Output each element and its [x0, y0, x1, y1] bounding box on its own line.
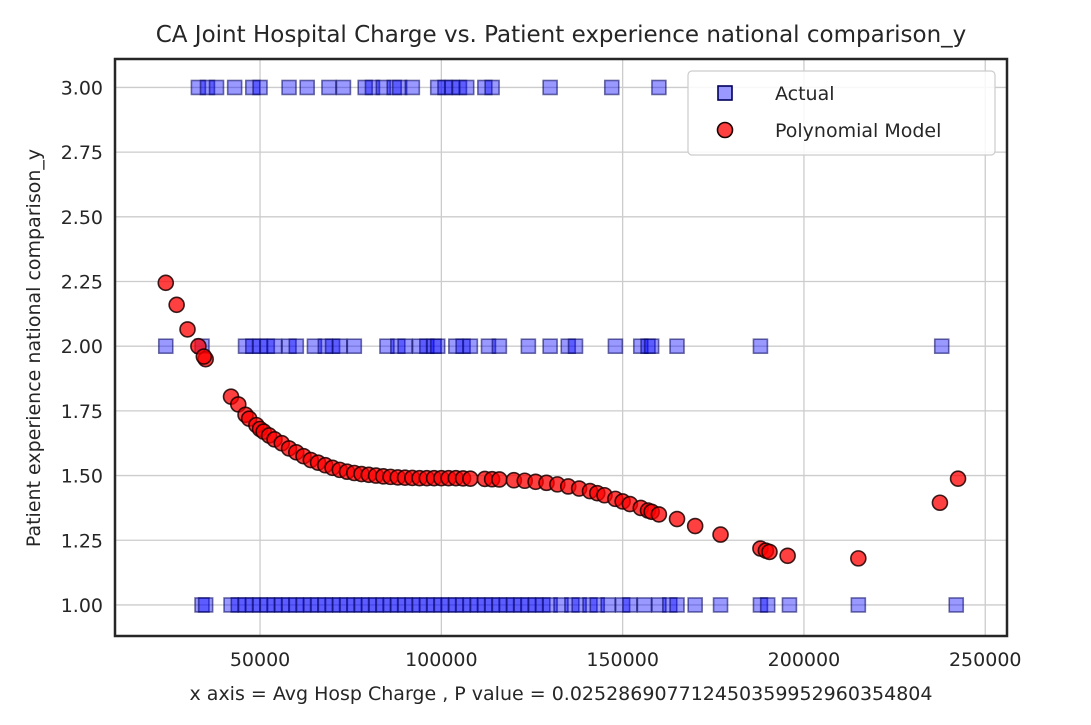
actual-point — [603, 79, 620, 96]
actual-point — [933, 338, 950, 355]
legend: Actual Polynomial Model — [687, 70, 996, 156]
actual-series — [157, 79, 965, 613]
x-tick-label: 250000 — [949, 649, 1022, 671]
legend-box — [687, 70, 996, 156]
actual-point — [266, 338, 283, 355]
actual-point — [226, 79, 243, 96]
y-tick-label: 1.75 — [61, 401, 103, 423]
model-point — [668, 510, 686, 528]
model-point — [168, 296, 185, 314]
y-axis-label: Patient experience national comparison_y — [23, 149, 45, 547]
actual-point — [197, 597, 214, 613]
actual-point — [669, 597, 685, 613]
actual-point — [600, 597, 616, 613]
x-axis-ticks: 50000 100000 150000 200000 250000 — [230, 649, 1022, 671]
actual-point — [404, 79, 421, 96]
model-point — [157, 274, 175, 292]
x-axis-label: x axis = Avg Hosp Charge , P value = 0.0… — [190, 683, 933, 705]
model-point — [761, 543, 778, 561]
model-point — [179, 321, 196, 338]
legend-actual-marker — [717, 85, 733, 101]
actual-point — [321, 79, 337, 96]
actual-point — [636, 597, 653, 613]
actual-point — [622, 597, 638, 613]
model-point — [931, 494, 949, 512]
actual-point — [643, 338, 660, 355]
model-point — [650, 506, 668, 523]
y-tick-label: 2.00 — [61, 336, 103, 358]
actual-point — [542, 338, 558, 355]
actual-point — [607, 338, 624, 355]
actual-point — [781, 597, 798, 613]
legend-model-label: Polynomial Model — [775, 120, 941, 142]
model-point — [195, 348, 213, 365]
x-tick-label: 200000 — [768, 649, 841, 671]
y-tick-label: 1.50 — [61, 466, 103, 488]
actual-point — [332, 338, 348, 355]
y-tick-label: 1.00 — [61, 595, 103, 617]
actual-point — [484, 79, 500, 96]
model-point — [462, 470, 479, 487]
actual-point — [281, 79, 297, 96]
model-point — [491, 471, 508, 488]
model-point — [712, 526, 729, 543]
actual-point — [299, 79, 315, 96]
actual-point — [288, 338, 305, 355]
actual-point — [252, 79, 268, 96]
actual-point — [948, 597, 965, 613]
x-tick-label: 50000 — [230, 649, 290, 671]
x-tick-label: 150000 — [586, 649, 659, 671]
y-tick-label: 1.25 — [61, 530, 103, 552]
actual-point — [429, 338, 446, 355]
actual-point — [520, 338, 537, 355]
polynomial-model-series — [157, 274, 967, 567]
y-axis-ticks: 1.00 1.25 1.50 1.75 2.00 2.25 2.50 2.75 3.00 — [61, 77, 103, 616]
actual-point — [335, 79, 352, 96]
actual-point — [462, 338, 479, 355]
y-tick-label: 2.50 — [61, 207, 103, 229]
legend-actual-label: Actual — [775, 83, 835, 105]
actual-point — [190, 79, 207, 96]
actual-point — [542, 79, 558, 96]
actual-point — [346, 338, 363, 355]
model-point — [850, 550, 867, 567]
model-point — [949, 470, 967, 487]
actual-point — [850, 597, 867, 613]
y-tick-label: 2.25 — [61, 272, 103, 294]
legend-model-marker — [716, 121, 734, 139]
actual-point — [567, 338, 584, 355]
actual-point — [199, 79, 216, 96]
actual-point — [669, 338, 685, 355]
model-point — [686, 517, 704, 535]
actual-point — [759, 597, 776, 613]
actual-point — [397, 338, 413, 355]
actual-point — [752, 338, 769, 355]
model-point — [779, 547, 796, 565]
y-tick-label: 2.75 — [61, 142, 103, 164]
actual-point — [458, 79, 475, 96]
y-tick-label: 3.00 — [61, 77, 103, 99]
actual-point — [651, 79, 667, 96]
actual-point — [687, 597, 703, 613]
plot-frame — [113, 57, 1009, 638]
actual-point — [391, 79, 408, 96]
actual-point — [712, 597, 729, 613]
x-tick-label: 100000 — [405, 649, 478, 671]
actual-point — [208, 79, 225, 96]
actual-point — [157, 338, 174, 355]
actual-point — [491, 338, 508, 355]
chart-title: CA Joint Hospital Charge vs. Patient exp… — [156, 22, 967, 48]
